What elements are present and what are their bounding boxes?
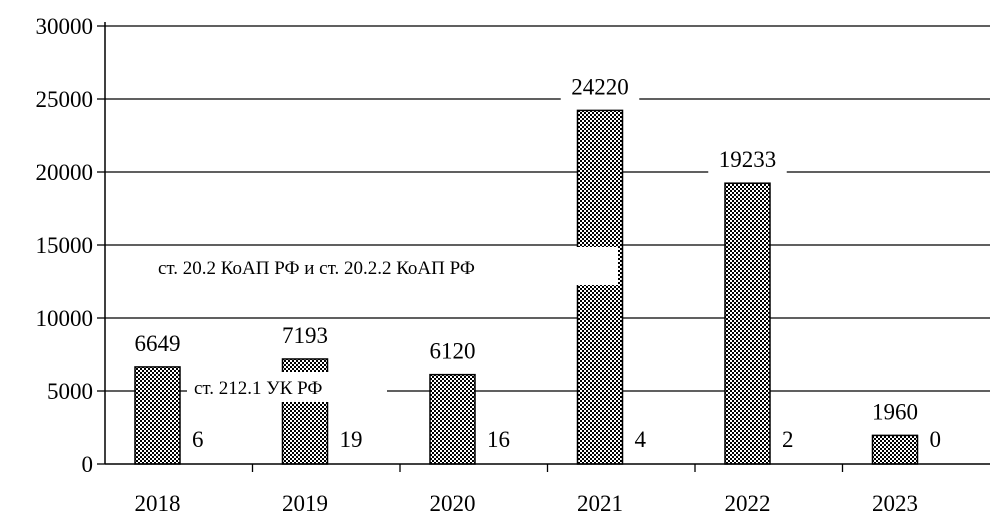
bar-value-label: 1960 [872, 399, 918, 424]
y-tick-label: 5000 [47, 379, 93, 404]
x-tick-label: 2019 [282, 491, 328, 516]
value-label-background [862, 395, 928, 428]
x-tick-label: 2020 [430, 491, 476, 516]
bar [134, 366, 181, 465]
bar-value-label: 6120 [430, 339, 476, 364]
annotation-koap-background [148, 247, 618, 285]
secondary-value-label: 2 [782, 427, 794, 452]
y-tick-label: 20000 [36, 160, 94, 185]
secondary-value-label: 16 [487, 427, 510, 452]
x-tick-label: 2021 [577, 491, 623, 516]
bar-value-label: 6649 [135, 331, 181, 356]
annotations: ст. 20.2 КоАП РФ и ст. 20.2.2 КоАП РФ ст… [148, 247, 618, 402]
value-label-background [560, 70, 640, 103]
annotation-koap: ст. 20.2 КоАП РФ и ст. 20.2.2 КоАП РФ [158, 258, 475, 279]
value-label-background [708, 143, 787, 176]
x-tick-label: 2022 [725, 491, 771, 516]
y-tick-label: 10000 [36, 306, 94, 331]
y-tick-label: 0 [82, 452, 94, 477]
bar [429, 373, 476, 465]
bar-value-label: 7193 [282, 323, 328, 348]
value-label-background [272, 318, 338, 351]
x-tick-label: 2018 [135, 491, 181, 516]
bar [724, 182, 771, 465]
value-label-background [419, 334, 486, 367]
axes [97, 22, 990, 472]
bars [134, 109, 919, 465]
secondary-value-label: 0 [930, 427, 942, 452]
bar-value-label: 19233 [719, 147, 777, 172]
gridlines [105, 25, 990, 392]
value-label-background [124, 326, 191, 359]
x-tick-label: 2023 [872, 491, 918, 516]
bar-value-label: 24220 [571, 74, 629, 99]
annotation-uk-background [187, 372, 387, 402]
bar [576, 109, 624, 465]
y-tick-label: 15000 [36, 233, 94, 258]
y-tick-label: 30000 [36, 14, 94, 39]
y-tick-label: 25000 [36, 87, 94, 112]
secondary-value-label: 19 [340, 427, 363, 452]
bar [871, 434, 919, 465]
labels: 0 5000 10000 15000 20000 25000 30000 6649 6 2018 7… [36, 14, 942, 516]
secondary-value-label: 6 [192, 427, 204, 452]
secondary-value-label: 4 [635, 427, 647, 452]
annotation-uk: ст. 212.1 УК РФ [194, 378, 322, 399]
